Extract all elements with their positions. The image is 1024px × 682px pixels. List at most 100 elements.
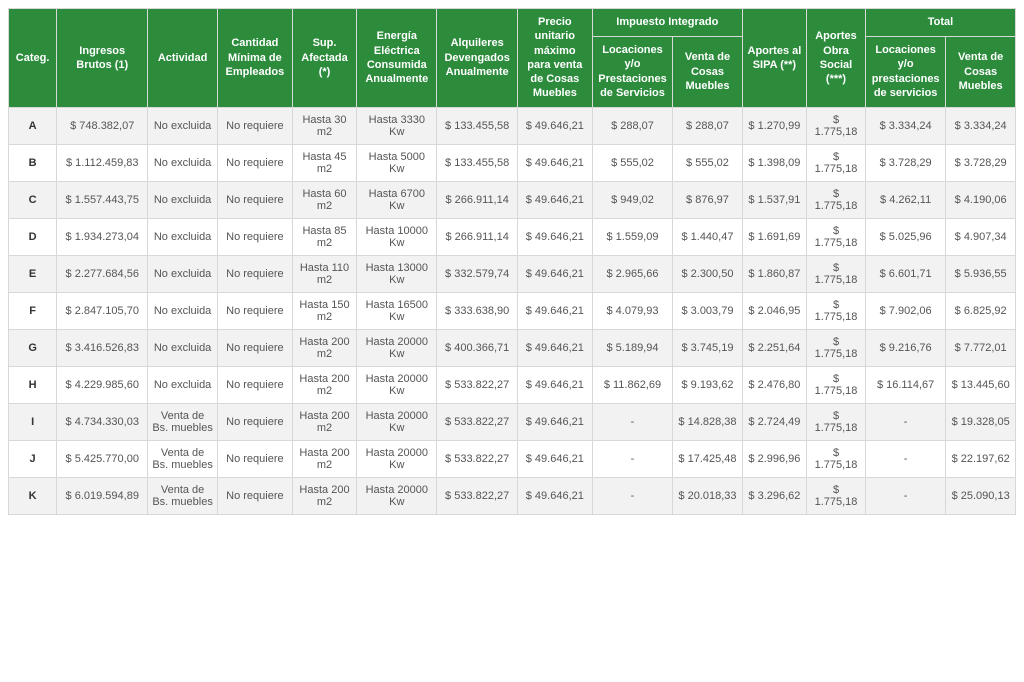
cell-ene: Hasta 13000 Kw (357, 255, 437, 292)
cell-emp: No requiere (217, 403, 292, 440)
cell-sipa: $ 1.398,09 (742, 144, 806, 181)
cell-ene: Hasta 20000 Kw (357, 477, 437, 514)
cell-alq: $ 332.579,74 (437, 255, 517, 292)
cell-cat: D (9, 218, 57, 255)
cell-pre: $ 49.646,21 (517, 218, 592, 255)
cell-sup: Hasta 200 m2 (292, 403, 356, 440)
cell-loc: $ 1.559,09 (592, 218, 672, 255)
table-row: E$ 2.277.684,56No excluidaNo requiereHas… (9, 255, 1016, 292)
cell-sup: Hasta 45 m2 (292, 144, 356, 181)
cell-sup: Hasta 85 m2 (292, 218, 356, 255)
cell-ing: $ 1.557.443,75 (57, 181, 148, 218)
cell-tven: $ 7.772,01 (946, 329, 1016, 366)
cell-alq: $ 266.911,14 (437, 181, 517, 218)
cell-tven: $ 13.445,60 (946, 366, 1016, 403)
cell-ing: $ 6.019.594,89 (57, 477, 148, 514)
cell-obra: $ 1.775,18 (807, 107, 866, 144)
cell-ven: $ 288,07 (673, 107, 743, 144)
cell-ven: $ 3.003,79 (673, 292, 743, 329)
cell-ven: $ 14.828,38 (673, 403, 743, 440)
cell-sup: Hasta 200 m2 (292, 440, 356, 477)
cell-loc: $ 2.965,66 (592, 255, 672, 292)
cell-ing: $ 1.934.273,04 (57, 218, 148, 255)
table-row: J$ 5.425.770,00Venta de Bs. mueblesNo re… (9, 440, 1016, 477)
col-impuesto-ven: Venta de Cosas Muebles (673, 36, 743, 107)
cell-act: No excluida (148, 329, 218, 366)
cell-emp: No requiere (217, 144, 292, 181)
cell-tven: $ 5.936,55 (946, 255, 1016, 292)
cell-sipa: $ 2.251,64 (742, 329, 806, 366)
cell-cat: A (9, 107, 57, 144)
cell-tven: $ 3.728,29 (946, 144, 1016, 181)
cell-act: No excluida (148, 292, 218, 329)
cell-ing: $ 4.734.330,03 (57, 403, 148, 440)
cell-tven: $ 6.825,92 (946, 292, 1016, 329)
col-energia: Energía Eléctrica Consumida Anualmente (357, 9, 437, 108)
cell-ing: $ 5.425.770,00 (57, 440, 148, 477)
cell-sipa: $ 1.537,91 (742, 181, 806, 218)
cell-act: No excluida (148, 255, 218, 292)
cell-pre: $ 49.646,21 (517, 403, 592, 440)
cell-act: Venta de Bs. muebles (148, 403, 218, 440)
cell-pre: $ 49.646,21 (517, 440, 592, 477)
cell-emp: No requiere (217, 477, 292, 514)
table-row: H$ 4.229.985,60No excluidaNo requiereHas… (9, 366, 1016, 403)
cell-ene: Hasta 5000 Kw (357, 144, 437, 181)
cell-ene: Hasta 6700 Kw (357, 181, 437, 218)
cell-ene: Hasta 16500 Kw (357, 292, 437, 329)
table-row: C$ 1.557.443,75No excluidaNo requiereHas… (9, 181, 1016, 218)
cell-sipa: $ 1.860,87 (742, 255, 806, 292)
cell-ene: Hasta 20000 Kw (357, 440, 437, 477)
cell-alq: $ 400.366,71 (437, 329, 517, 366)
table-body: A$ 748.382,07No excluidaNo requiereHasta… (9, 107, 1016, 514)
cell-ven: $ 17.425,48 (673, 440, 743, 477)
cell-ene: Hasta 3330 Kw (357, 107, 437, 144)
cell-sipa: $ 1.270,99 (742, 107, 806, 144)
cell-tloc: - (865, 440, 945, 477)
cell-alq: $ 333.638,90 (437, 292, 517, 329)
cell-sipa: $ 2.996,96 (742, 440, 806, 477)
cell-ing: $ 2.847.105,70 (57, 292, 148, 329)
table-row: K$ 6.019.594,89Venta de Bs. mueblesNo re… (9, 477, 1016, 514)
cell-ing: $ 3.416.526,83 (57, 329, 148, 366)
table-row: D$ 1.934.273,04No excluidaNo requiereHas… (9, 218, 1016, 255)
cell-tloc: $ 7.902,06 (865, 292, 945, 329)
cell-tloc: $ 9.216,76 (865, 329, 945, 366)
cell-cat: C (9, 181, 57, 218)
cell-ven: $ 20.018,33 (673, 477, 743, 514)
cell-sipa: $ 1.691,69 (742, 218, 806, 255)
cell-act: Venta de Bs. muebles (148, 440, 218, 477)
cell-cat: J (9, 440, 57, 477)
col-sup: Sup. Afectada (*) (292, 9, 356, 108)
cell-obra: $ 1.775,18 (807, 329, 866, 366)
cell-emp: No requiere (217, 292, 292, 329)
cell-ene: Hasta 20000 Kw (357, 329, 437, 366)
cell-pre: $ 49.646,21 (517, 329, 592, 366)
cell-sup: Hasta 200 m2 (292, 477, 356, 514)
cell-tloc: $ 3.728,29 (865, 144, 945, 181)
cell-loc: - (592, 440, 672, 477)
cell-obra: $ 1.775,18 (807, 292, 866, 329)
cell-ven: $ 1.440,47 (673, 218, 743, 255)
cell-obra: $ 1.775,18 (807, 366, 866, 403)
cell-ven: $ 3.745,19 (673, 329, 743, 366)
cell-act: No excluida (148, 366, 218, 403)
cell-loc: $ 11.862,69 (592, 366, 672, 403)
cell-loc: $ 555,02 (592, 144, 672, 181)
cell-pre: $ 49.646,21 (517, 181, 592, 218)
cell-cat: H (9, 366, 57, 403)
table-row: F$ 2.847.105,70No excluidaNo requiereHas… (9, 292, 1016, 329)
cell-ven: $ 876,97 (673, 181, 743, 218)
cell-cat: B (9, 144, 57, 181)
cell-obra: $ 1.775,18 (807, 477, 866, 514)
cell-emp: No requiere (217, 181, 292, 218)
cell-alq: $ 533.822,27 (437, 440, 517, 477)
cell-cat: G (9, 329, 57, 366)
cell-sup: Hasta 200 m2 (292, 366, 356, 403)
cell-sipa: $ 3.296,62 (742, 477, 806, 514)
cell-tloc: - (865, 403, 945, 440)
col-obra: Aportes Obra Social (***) (807, 9, 866, 108)
table-row: I$ 4.734.330,03Venta de Bs. mueblesNo re… (9, 403, 1016, 440)
cell-cat: E (9, 255, 57, 292)
cell-tven: $ 19.328,05 (946, 403, 1016, 440)
